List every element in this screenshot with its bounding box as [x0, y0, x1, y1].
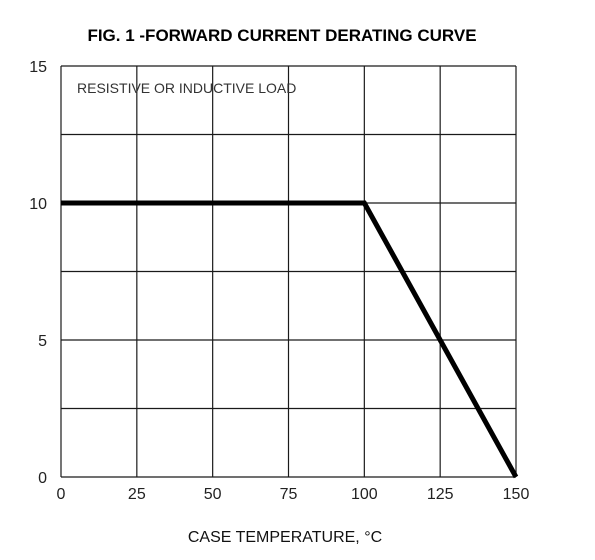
x-tick-label: 25: [128, 486, 146, 503]
x-axis-ticks: 0 25 50 75 100 125 150: [57, 486, 530, 503]
y-tick-label: 5: [38, 333, 47, 350]
x-tick-label: 75: [280, 486, 298, 503]
y-tick-label: 15: [29, 59, 47, 76]
y-tick-label: 0: [38, 470, 47, 487]
y-tick-label: 10: [29, 196, 47, 213]
x-tick-label: 125: [427, 486, 454, 503]
load-annotation: RESISTIVE OR INDUCTIVE LOAD: [77, 80, 296, 96]
x-tick-label: 100: [351, 486, 378, 503]
y-axis-ticks: 0 5 10 15: [29, 59, 47, 487]
x-tick-label: 50: [204, 486, 222, 503]
chart-title: FIG. 1 -FORWARD CURRENT DERATING CURVE: [87, 26, 476, 45]
x-axis-label: CASE TEMPERATURE, °C: [188, 529, 382, 546]
grid-lines: [60, 65, 517, 478]
derating-curve: [61, 200, 519, 479]
series-line: [61, 200, 519, 479]
x-tick-label: 150: [503, 486, 530, 503]
x-tick-label: 0: [57, 486, 66, 503]
